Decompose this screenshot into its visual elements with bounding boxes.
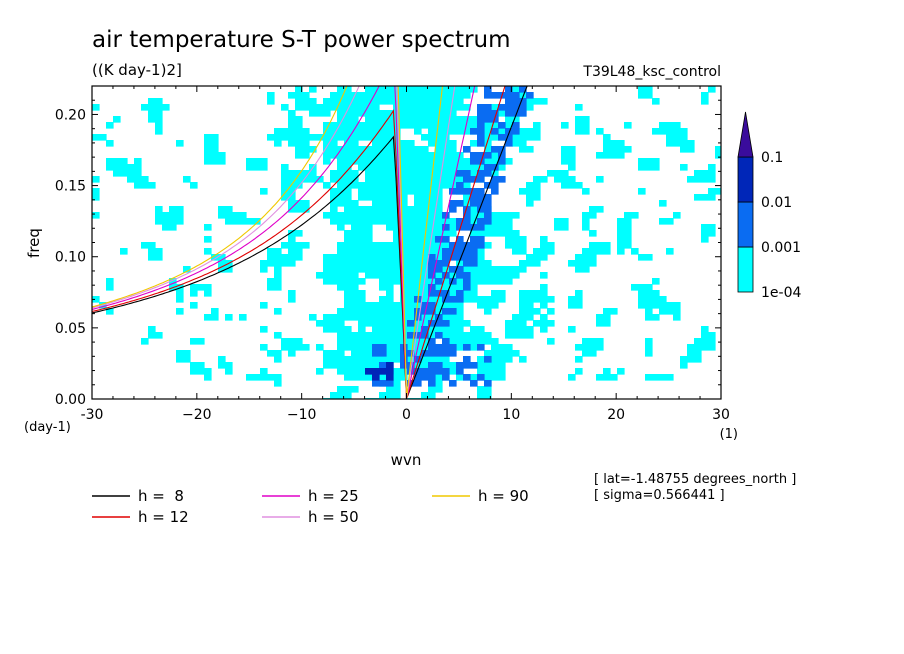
- legend-label-h8: h = 8: [138, 487, 184, 505]
- power-level-0.001: [372, 86, 534, 387]
- chart-title: air temperature S-T power spectrum: [92, 27, 511, 53]
- colorbar-label: 1e-04: [761, 285, 801, 301]
- colorbar: 1e-04 0.001 0.01 0.1: [737, 111, 801, 301]
- colorbar-segment: [737, 201, 754, 248]
- y-unit-label: (day-1): [24, 420, 71, 435]
- wave-curve-h25: [92, 86, 408, 399]
- y-tick-label: 0.20: [55, 107, 86, 123]
- x-axis-label: wvn: [391, 451, 422, 469]
- colorbar-extension-arrow: [737, 111, 754, 158]
- colorbar-label: 0.01: [761, 195, 792, 211]
- y-tick-label: 0.15: [55, 179, 86, 195]
- x-axis: -30 −20 −10 0 10 20 30: [81, 86, 730, 423]
- curve-legend: h = 8 h = 12 h = 25 h = 50 h = 90: [92, 487, 529, 526]
- x-tick-label: 20: [607, 407, 625, 423]
- spectral-field: [92, 86, 721, 399]
- legend-label-h12: h = 12: [138, 508, 189, 526]
- legend-label-h90: h = 90: [478, 487, 529, 505]
- x-tick-label: 0: [402, 407, 411, 423]
- sigma-annotation: [ sigma=0.566441 ]: [594, 488, 725, 503]
- wave-curve-h90: [92, 86, 408, 399]
- legend-label-h50: h = 50: [308, 508, 359, 526]
- wave-curve-h8: [92, 135, 408, 399]
- x-tick-label: 30: [712, 407, 730, 423]
- x-tick-label: -30: [81, 407, 104, 423]
- power-level-1e-04: [92, 86, 721, 399]
- power-level-0.01: [365, 362, 394, 381]
- kelvin-curve-h25: [405, 86, 476, 399]
- experiment-label: T39L48_ksc_control: [582, 64, 721, 80]
- colorbar-label: 0.001: [761, 240, 801, 256]
- y-tick-label: 0.05: [55, 321, 86, 337]
- kelvin-curve-h8: [405, 86, 528, 399]
- x-tick-label: −10: [287, 407, 317, 423]
- x-tick-label: −20: [182, 407, 212, 423]
- wave-curve-h50: [92, 86, 408, 399]
- colorbar-label: 0.1: [761, 150, 783, 166]
- y-tick-label: 0.10: [55, 250, 86, 266]
- dispersion-curves: [92, 86, 528, 399]
- y-axis-label: freq: [25, 228, 43, 258]
- legend-label-h25: h = 25: [308, 487, 359, 505]
- y-axis: 0.00 0.05 0.10 0.15 0.20: [55, 99, 721, 408]
- y-tick-label: 0.00: [55, 392, 86, 408]
- x-tick-label: 10: [502, 407, 520, 423]
- x-unit-label: (1): [720, 427, 738, 442]
- wave-curve-h12: [92, 109, 408, 399]
- latitude-annotation: [ lat=-1.48755 degrees_north ]: [594, 472, 796, 487]
- kelvin-curve-h12: [405, 86, 506, 399]
- colorbar-segment: [737, 156, 754, 203]
- units-label: ((K day-1)2]: [92, 61, 182, 79]
- colorbar-segment: [737, 246, 754, 293]
